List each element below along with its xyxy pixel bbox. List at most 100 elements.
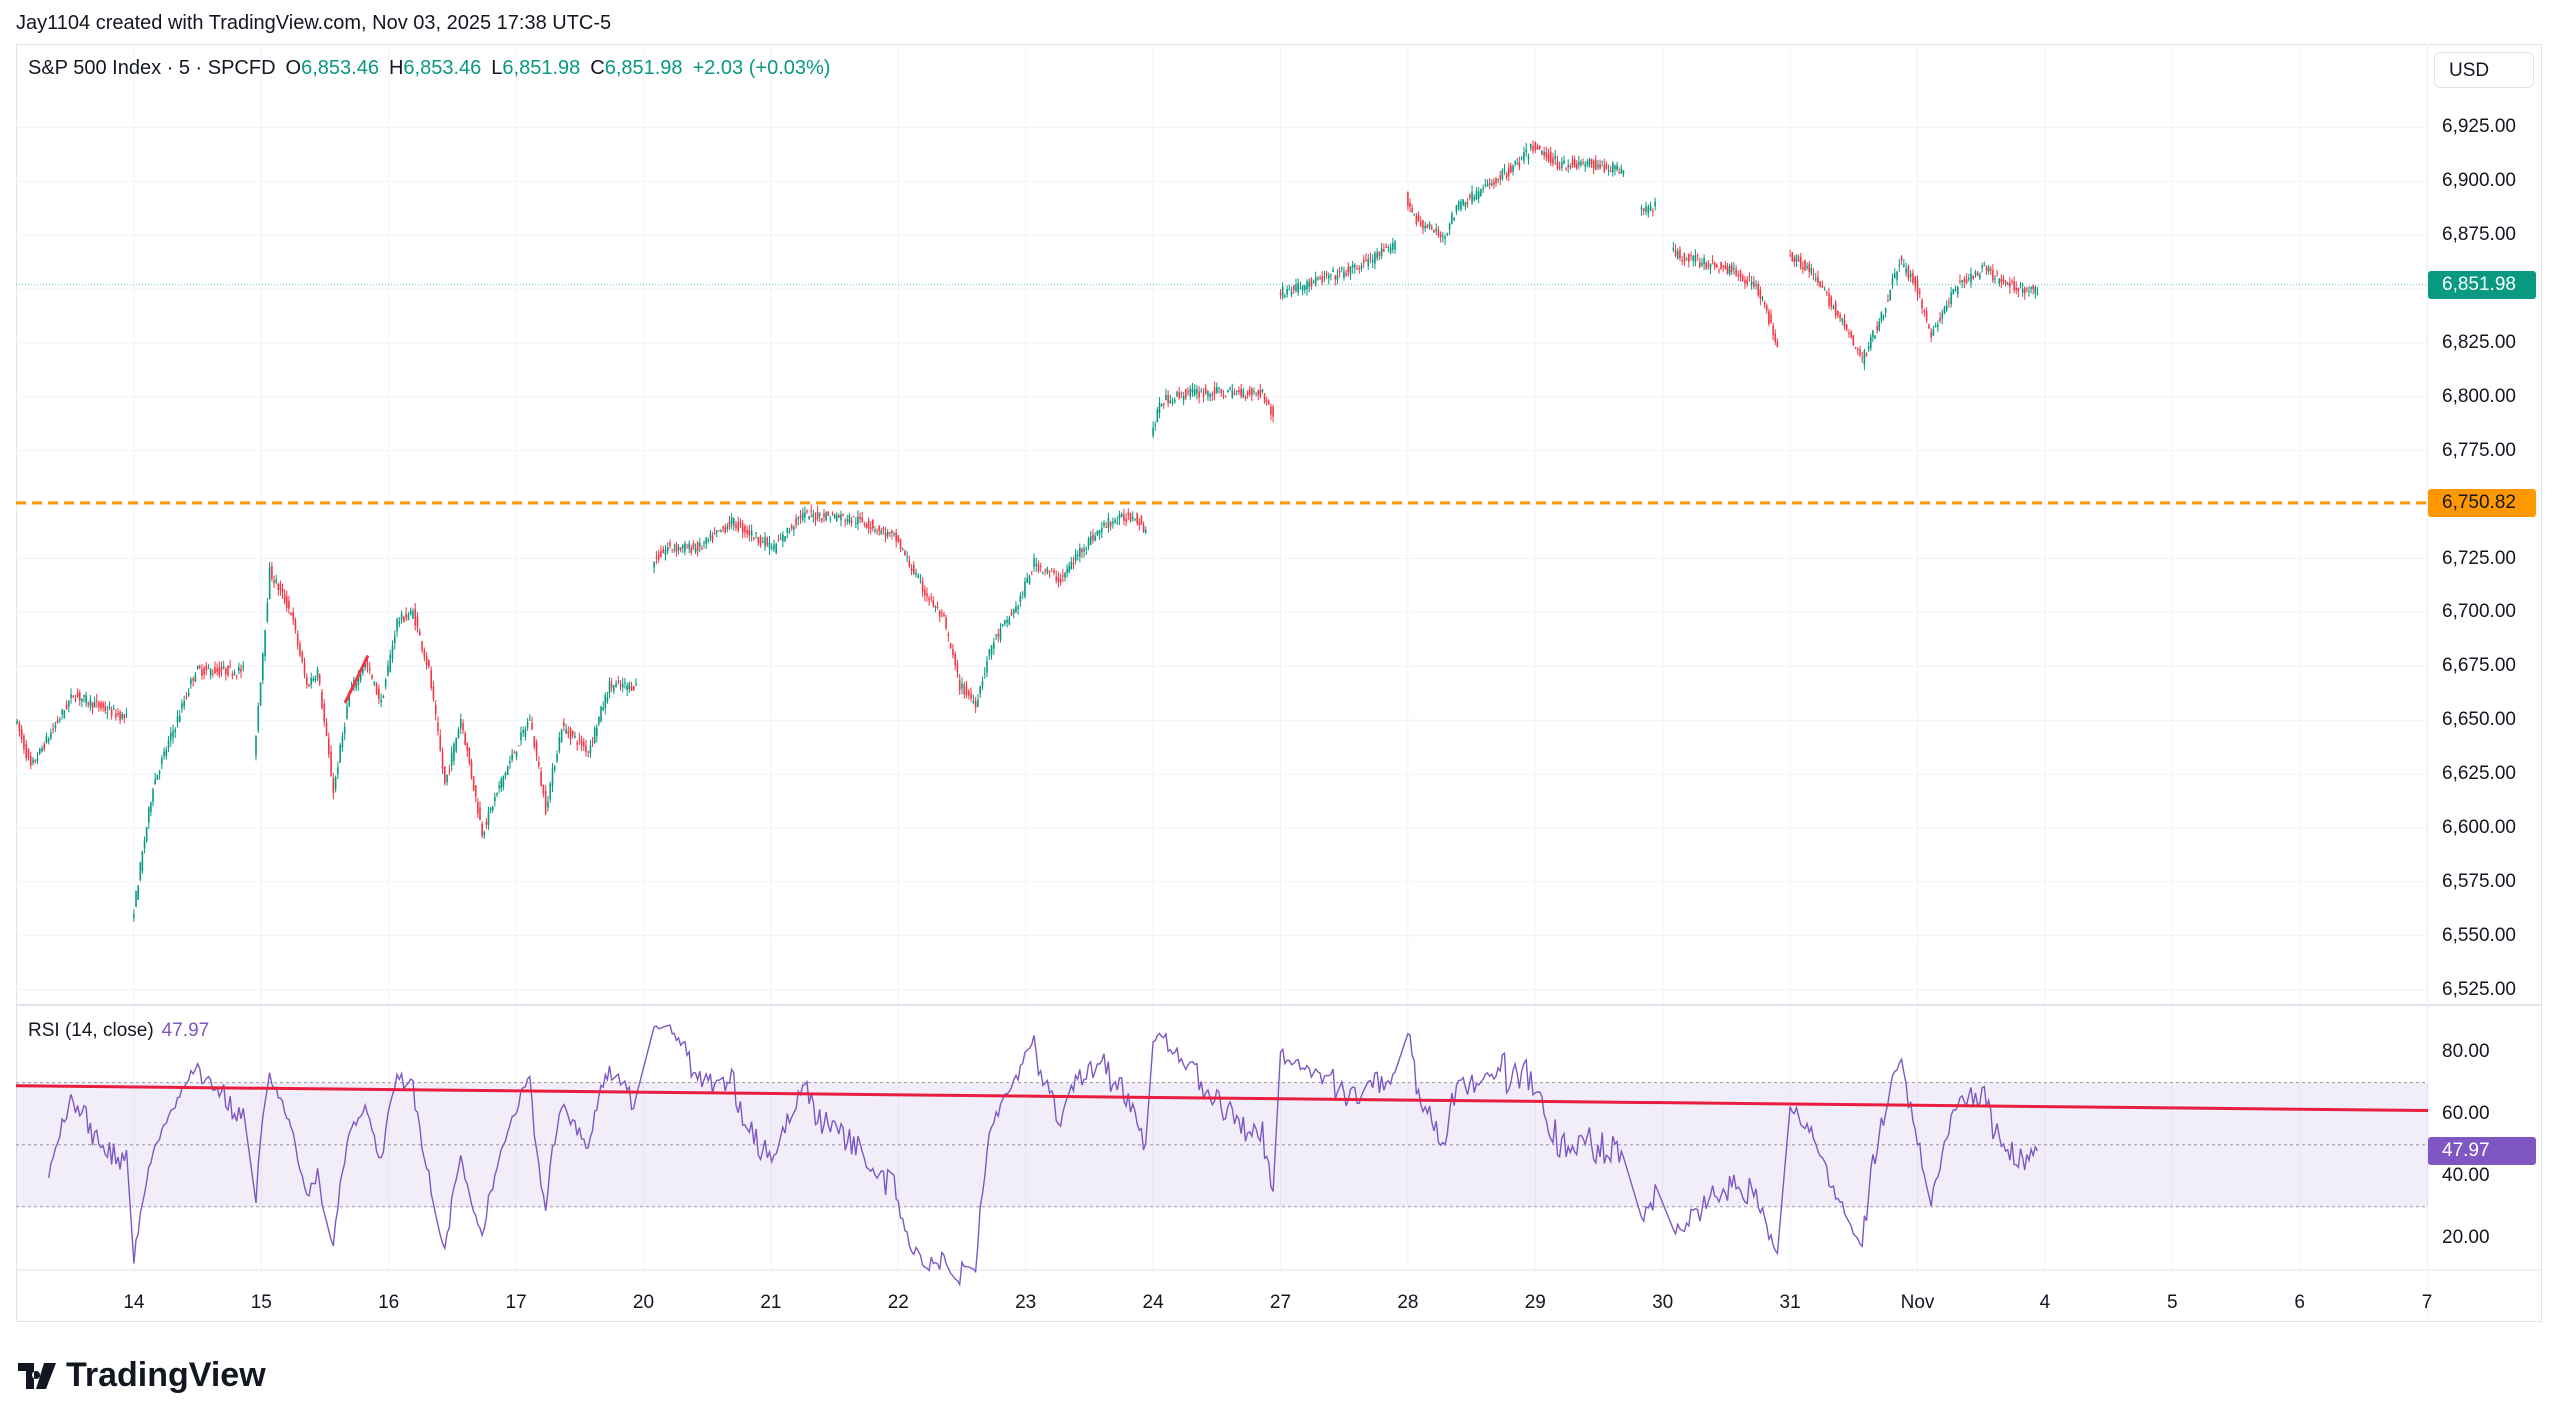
candle-body xyxy=(1823,289,1826,291)
candle-body xyxy=(1592,161,1595,169)
candle-body xyxy=(1202,393,1205,397)
candle-body xyxy=(970,693,972,699)
candle-body xyxy=(694,548,697,553)
candle-body xyxy=(582,741,585,747)
rsi-tick-label: 20.00 xyxy=(2442,1226,2490,1248)
candle-body xyxy=(141,851,144,871)
candle-body xyxy=(36,758,39,761)
candle-body xyxy=(110,709,113,716)
candle-body xyxy=(2032,285,2035,290)
price-tick-label: 6,625.00 xyxy=(2442,763,2516,785)
candle-body xyxy=(337,766,339,775)
candle-body xyxy=(123,714,126,718)
candle-body xyxy=(45,736,48,743)
candle-body xyxy=(54,725,57,728)
candle-body xyxy=(1994,278,1996,280)
candle-body xyxy=(1317,278,1319,280)
rsi-label[interactable]: RSI (14, close) xyxy=(28,1020,154,1041)
candle-body xyxy=(214,667,216,674)
candle-body xyxy=(949,643,952,648)
candle-body xyxy=(359,673,362,681)
low-label: L xyxy=(491,57,503,79)
candle-body xyxy=(314,678,317,681)
x-tick-label: 20 xyxy=(632,1292,655,1313)
candle-body xyxy=(1503,169,1506,171)
candle-body xyxy=(615,683,617,688)
currency-button[interactable]: USD xyxy=(2434,52,2534,88)
candle-body xyxy=(784,536,786,541)
candle-body xyxy=(692,542,695,549)
candle-body xyxy=(1959,280,1961,282)
candle-body xyxy=(147,807,150,823)
candle-body xyxy=(1694,255,1697,263)
candle-body xyxy=(1092,534,1094,541)
candle-body xyxy=(2017,287,2020,292)
candle-body xyxy=(1332,270,1334,272)
candle-body xyxy=(348,693,351,707)
candle-body xyxy=(330,751,332,777)
candle-body xyxy=(1037,564,1040,571)
candle-body xyxy=(1330,274,1332,276)
candle-body xyxy=(595,727,598,737)
tradingview-logo[interactable]: TradingView xyxy=(18,1356,266,1395)
candle-body xyxy=(207,668,210,670)
candle-body xyxy=(855,523,857,525)
candle-body xyxy=(1030,571,1033,573)
candle-body xyxy=(1144,529,1147,533)
candle-body xyxy=(1314,277,1317,286)
candle-body xyxy=(1523,151,1525,161)
candle-body xyxy=(617,680,620,682)
chart-credit: Jay1104 created with TradingView.com, No… xyxy=(16,12,612,34)
candle-body xyxy=(1681,260,1683,262)
candle-body xyxy=(1365,259,1367,262)
candle-body xyxy=(1983,264,1986,266)
candle-body xyxy=(481,823,483,836)
candle-body xyxy=(662,549,665,553)
candle-body xyxy=(1180,392,1183,394)
candle-body xyxy=(1079,548,1081,557)
candle-body xyxy=(161,757,163,764)
candle-body xyxy=(1211,394,1214,397)
candle-body xyxy=(332,778,335,794)
candle-body xyxy=(1321,276,1324,283)
candle-body xyxy=(362,668,364,674)
candle-body xyxy=(50,732,52,739)
candle-body xyxy=(403,616,405,622)
candle-body xyxy=(628,683,631,690)
candle-body xyxy=(1428,224,1431,228)
candle-body xyxy=(952,649,954,656)
candle-body xyxy=(897,535,900,542)
candle-body xyxy=(956,663,959,673)
candle-body xyxy=(2034,286,2037,293)
candle-body xyxy=(589,745,592,754)
candle-body xyxy=(686,547,688,549)
candle-body xyxy=(104,705,107,712)
candle-body xyxy=(524,729,527,738)
candle-body xyxy=(1814,278,1817,280)
candle-body xyxy=(726,526,729,529)
candle-body xyxy=(453,743,455,762)
candle-body xyxy=(1854,347,1857,349)
candle-body xyxy=(664,549,667,555)
candle-body xyxy=(448,770,451,772)
candle-body xyxy=(1832,306,1835,309)
candle-body xyxy=(549,783,552,800)
candle-body xyxy=(1334,275,1337,280)
candle-body xyxy=(1934,325,1937,327)
candle-body xyxy=(1240,388,1242,397)
candle-body xyxy=(238,667,240,671)
x-tick-label: 16 xyxy=(378,1292,400,1313)
candle-body xyxy=(2009,282,2011,288)
symbol-name[interactable]: S&P 500 Index · 5 · SPCFD xyxy=(28,57,276,79)
candle-body xyxy=(895,532,897,542)
candle-body xyxy=(1182,395,1185,400)
candle-body xyxy=(1268,401,1270,404)
candle-body xyxy=(1992,270,1994,281)
candle-body xyxy=(1152,427,1154,436)
candle-body xyxy=(1896,271,1898,280)
candle-body xyxy=(1845,324,1848,331)
candle-body xyxy=(653,561,655,568)
candle-body xyxy=(1529,144,1532,149)
candle-body xyxy=(698,543,701,547)
